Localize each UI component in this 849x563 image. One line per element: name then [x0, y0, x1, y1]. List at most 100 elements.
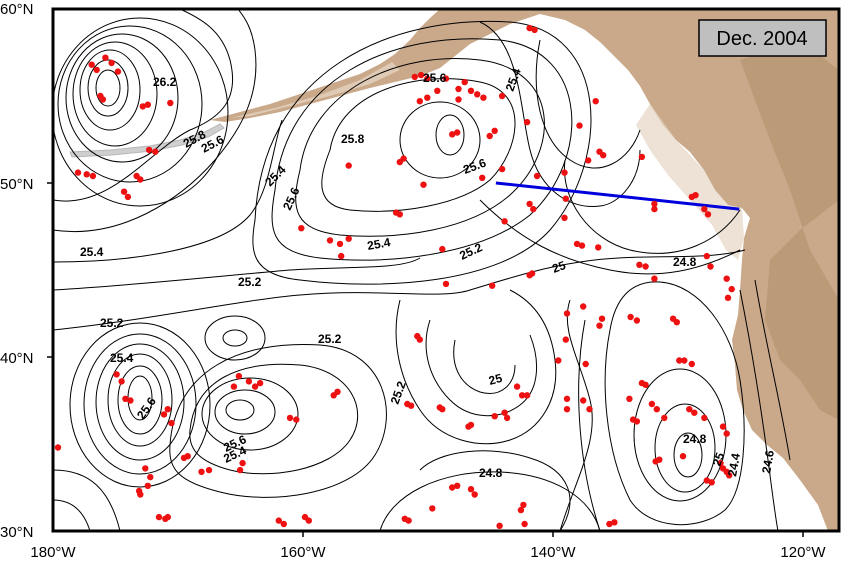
station-marker — [688, 360, 695, 368]
station-marker — [235, 372, 243, 380]
contour-label: 26.2 — [153, 75, 177, 89]
station-marker — [411, 73, 418, 81]
station-marker — [719, 423, 727, 430]
station-marker — [596, 322, 603, 329]
station-marker — [439, 245, 446, 253]
tick-marks — [47, 182, 804, 537]
station-marker — [585, 157, 592, 164]
station-marker — [102, 54, 109, 61]
station-marker — [491, 413, 498, 420]
station-marker — [449, 131, 456, 138]
x-axis-labels: 180°W 160°W 140°W 120°W — [30, 544, 826, 561]
station-marker — [280, 520, 287, 528]
map-area — [53, 9, 839, 531]
station-marker — [563, 395, 571, 402]
contour-label: 25 — [550, 258, 568, 276]
station-marker — [701, 414, 708, 422]
station-marker — [648, 400, 656, 408]
x-tick-label: 140°W — [530, 544, 576, 561]
station-marker — [642, 381, 649, 388]
station-marker — [517, 506, 525, 514]
station-marker — [93, 66, 100, 74]
station-marker — [417, 71, 425, 79]
y-tick-label: 50°N — [0, 176, 34, 193]
station-marker — [582, 360, 589, 368]
station-marker — [573, 240, 581, 248]
station-marker — [120, 188, 128, 195]
station-marker — [180, 454, 188, 462]
station-marker — [681, 357, 688, 364]
station-marker — [523, 392, 531, 399]
station-marker — [449, 484, 456, 491]
station-marker — [595, 244, 602, 251]
x-tick-label: 120°W — [780, 544, 826, 561]
station-marker — [576, 122, 583, 129]
y-axis-labels: 60°N 50°N 40°N 30°N — [0, 1, 34, 541]
station-marker — [145, 146, 153, 154]
station-marker — [467, 421, 475, 429]
station-marker — [651, 275, 658, 282]
station-marker — [416, 336, 423, 343]
station-marker — [54, 444, 62, 451]
station-marker — [606, 520, 613, 528]
station-marker — [633, 317, 641, 324]
station-marker — [486, 132, 493, 140]
station-marker — [489, 282, 496, 289]
station-marker — [83, 171, 90, 178]
station-marker — [651, 200, 658, 208]
station-marker — [563, 310, 571, 317]
date-box: Dec. 2004 — [698, 19, 827, 57]
contour-label: 25 — [710, 450, 728, 468]
station-marker — [434, 87, 441, 95]
station-marker — [245, 378, 253, 385]
y-tick-label: 40°N — [0, 350, 34, 367]
station-marker — [498, 92, 506, 100]
station-marker — [164, 513, 171, 521]
station-marker — [523, 118, 531, 126]
station-marker — [88, 61, 95, 68]
station-marker — [592, 98, 599, 105]
station-marker — [627, 313, 634, 321]
station-marker — [691, 409, 698, 416]
station-marker — [108, 59, 115, 67]
station-marker — [580, 397, 587, 404]
contour-label: 25.4 — [110, 351, 134, 365]
station-marker — [442, 75, 450, 82]
station-marker — [236, 466, 244, 474]
station-marker — [251, 383, 259, 390]
station-marker — [326, 237, 334, 244]
station-marker — [113, 371, 120, 378]
station-marker — [144, 101, 151, 108]
station-marker — [155, 513, 163, 521]
station-marker — [501, 218, 508, 225]
station-marker — [239, 459, 246, 467]
x-tick-label: 180°W — [30, 544, 76, 561]
contour-label: 24.8 — [479, 466, 503, 480]
station-marker — [167, 99, 174, 107]
station-marker — [479, 174, 486, 181]
contour-label: 25.2 — [238, 275, 262, 289]
station-marker — [305, 517, 312, 524]
station-marker — [420, 181, 427, 188]
station-marker — [336, 240, 344, 248]
station-marker — [455, 96, 462, 103]
station-marker — [528, 270, 536, 277]
station-marker — [99, 96, 107, 103]
station-marker — [471, 491, 478, 498]
station-marker — [562, 195, 569, 202]
station-marker — [503, 414, 511, 422]
station-marker — [703, 252, 710, 260]
station-marker — [707, 263, 714, 270]
station-marker — [520, 501, 527, 509]
station-marker — [578, 242, 586, 249]
station-marker — [676, 357, 683, 364]
station-marker — [439, 406, 446, 413]
station-marker — [338, 252, 345, 260]
station-markers — [54, 24, 735, 529]
station-marker — [405, 517, 412, 524]
contour-label: 25.4 — [80, 245, 104, 259]
station-marker — [526, 200, 533, 208]
station-marker — [661, 414, 668, 422]
station-marker — [345, 235, 352, 242]
station-marker — [160, 411, 168, 418]
